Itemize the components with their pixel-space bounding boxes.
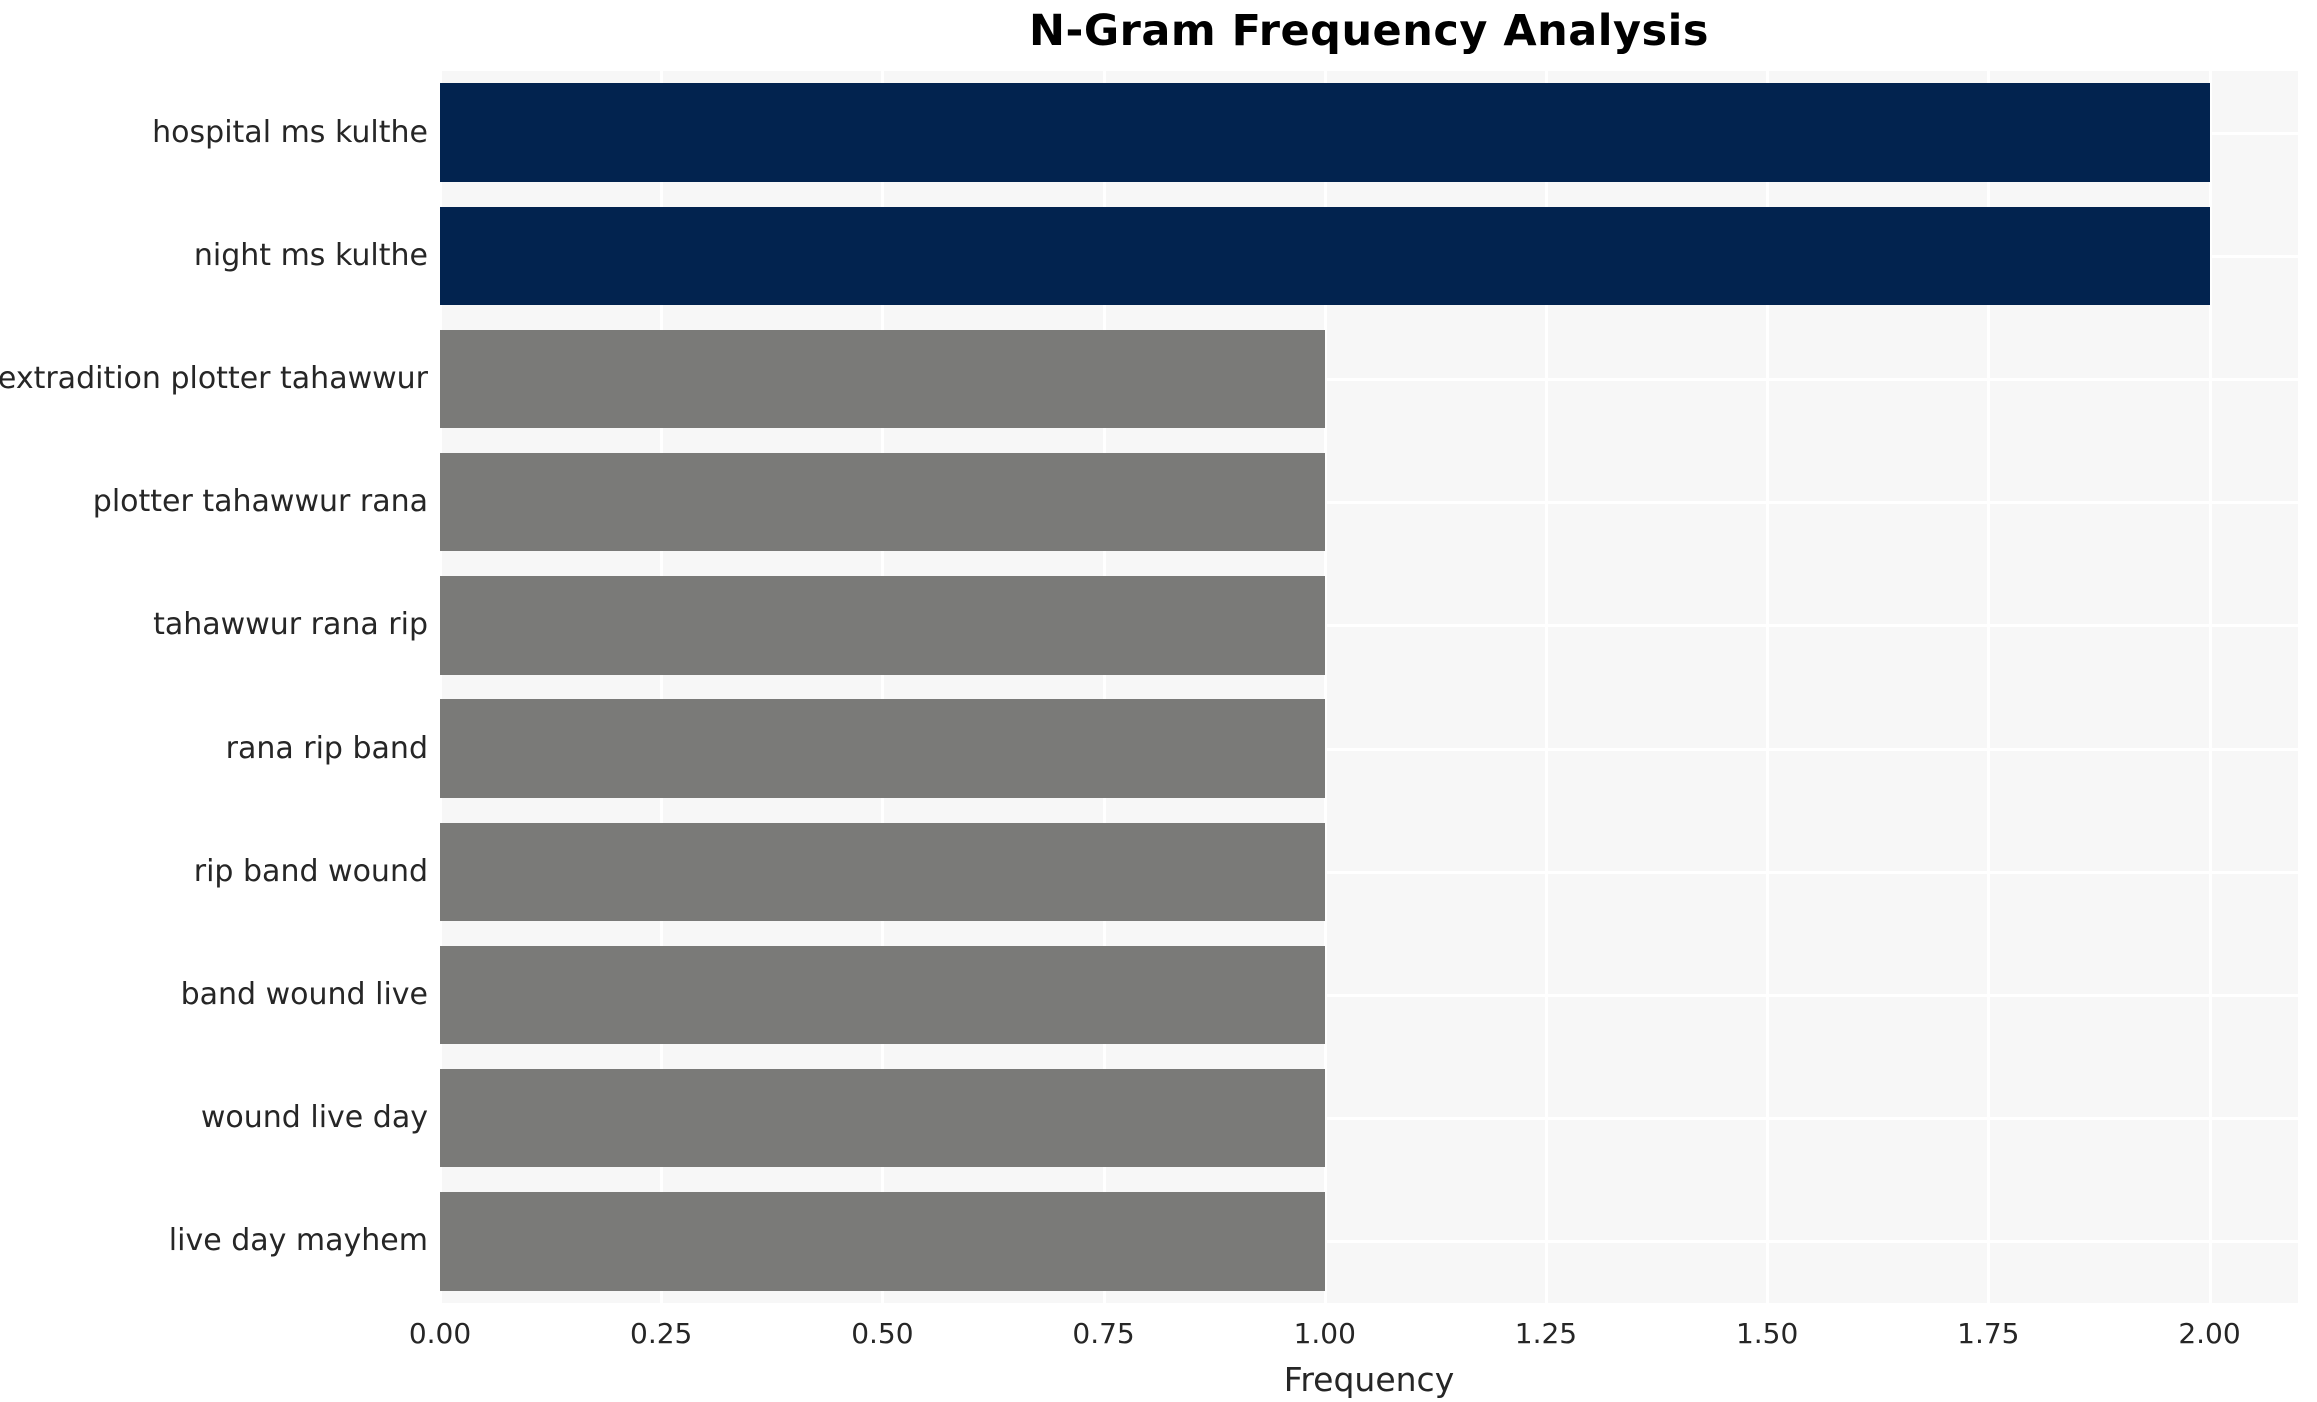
vertical-gridline-0.75 — [1102, 71, 1106, 1303]
vertical-gridline-0.00 — [439, 71, 442, 1303]
bar-rip-band-wound — [440, 822, 1325, 922]
vertical-gridline-1.75 — [1987, 71, 1991, 1303]
y-label-band-wound-live: band wound live — [180, 977, 428, 1012]
y-label-rip-band-wound: rip band wound — [193, 853, 428, 889]
bar-hospital-ms-kulthe — [440, 83, 2210, 182]
x-tick-0.00: 0.00 — [408, 1317, 472, 1350]
bar-rana-rip-band — [440, 699, 1325, 798]
horizontal-gridline — [440, 870, 2298, 874]
x-tick-0.75: 0.75 — [1072, 1317, 1135, 1350]
bar-wound-live-day — [440, 1068, 1325, 1168]
y-label-wound-live-day: wound live day — [200, 1100, 428, 1136]
vertical-gridline-1.25 — [1544, 71, 1548, 1303]
x-tick-1.25: 1.25 — [1514, 1317, 1578, 1350]
horizontal-gridline — [440, 1240, 2298, 1244]
x-tick-0.25: 0.25 — [630, 1317, 693, 1350]
y-label-extradition-plotter-tahawwur: extradition plotter tahawwur — [0, 361, 428, 396]
bar-band-wound-live — [440, 945, 1325, 1045]
horizontal-gridline — [440, 501, 2298, 505]
vertical-gridline-2.00 — [2208, 71, 2212, 1303]
vertical-gridline-1.00 — [1323, 71, 1327, 1303]
bar-live-day-mayhem — [440, 1192, 1325, 1291]
horizontal-gridline — [440, 747, 2298, 751]
horizontal-gridline — [440, 1117, 2298, 1121]
x-tick-2.00: 2.00 — [2178, 1317, 2241, 1350]
plot-area — [439, 71, 2298, 1303]
y-label-plotter-tahawwur-rana: plotter tahawwur rana — [92, 484, 428, 520]
bar-plotter-tahawwur-rana — [440, 452, 1325, 552]
bar-night-ms-kulthe — [440, 206, 2210, 306]
y-label-hospital-ms-kulthe: hospital ms kulthe — [152, 114, 428, 150]
chart-title: N-Gram Frequency Analysis — [1029, 6, 1709, 56]
x-tick-1.50: 1.50 — [1735, 1317, 1799, 1350]
vertical-gridline-0.25 — [660, 71, 664, 1303]
bar-extradition-plotter-tahawwur — [440, 329, 1325, 429]
y-label-tahawwur-rana-rip: tahawwur rana rip — [153, 607, 428, 643]
x-tick-0.50: 0.50 — [851, 1317, 914, 1350]
x-tick-1.00: 1.00 — [1293, 1317, 1356, 1350]
y-label-rana-rip-band: rana rip band — [225, 730, 428, 766]
vertical-gridline-0.50 — [881, 71, 885, 1303]
y-label-live-day-mayhem: live day mayhem — [168, 1223, 428, 1259]
horizontal-gridline — [440, 378, 2298, 381]
x-axis-title: Frequency — [1283, 1360, 1455, 1399]
horizontal-gridline — [440, 994, 2298, 997]
y-label-night-ms-kulthe: night ms kulthe — [193, 237, 428, 273]
bar-tahawwur-rana-rip — [440, 576, 1325, 675]
x-tick-1.75: 1.75 — [1957, 1317, 2020, 1350]
horizontal-gridline — [440, 624, 2298, 628]
vertical-gridline-1.50 — [1766, 71, 1770, 1303]
